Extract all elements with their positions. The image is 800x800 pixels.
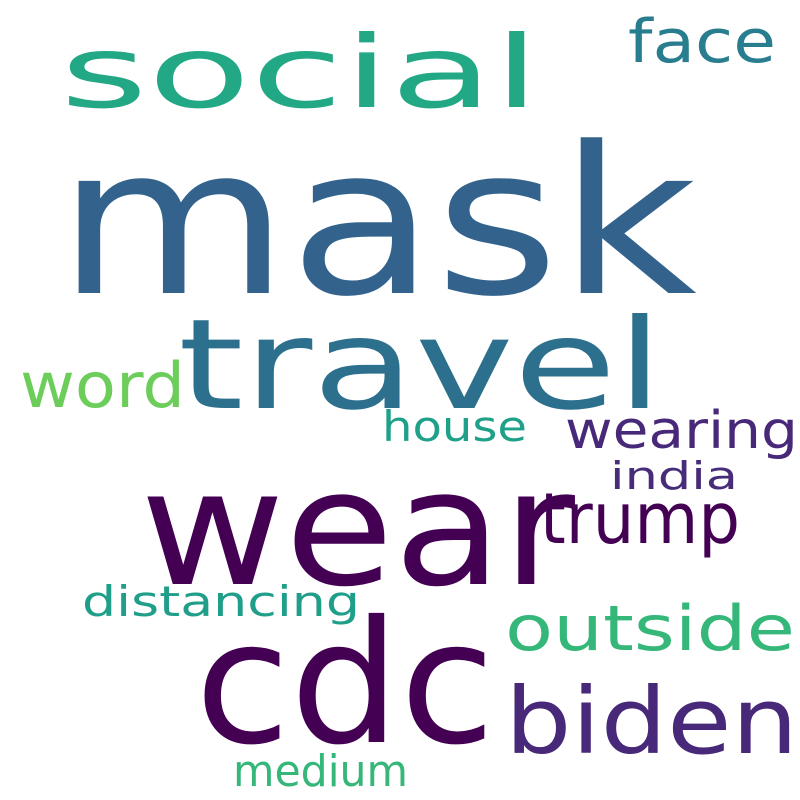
word-wearing: wearing — [565, 401, 798, 462]
word-distancing: distancing — [82, 577, 360, 627]
word-word: word — [20, 349, 185, 423]
word-house: house — [382, 402, 527, 452]
word-india: india — [610, 453, 738, 498]
word-travel: travel — [178, 293, 663, 438]
word-outside: outside — [505, 592, 795, 666]
word-medium: medium — [233, 745, 408, 797]
word-cdc: cdc — [195, 585, 495, 783]
word-biden: biden — [505, 668, 798, 776]
word-mask: mask — [57, 104, 697, 342]
word-trump: trump — [540, 478, 740, 560]
word-social: social — [60, 14, 540, 131]
word-wear: wear — [140, 435, 575, 622]
word-face: face — [628, 7, 776, 77]
